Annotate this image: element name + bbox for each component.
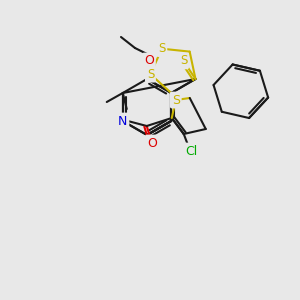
Text: O: O bbox=[144, 55, 154, 68]
Text: S: S bbox=[147, 68, 154, 81]
Text: O: O bbox=[147, 136, 157, 149]
Text: S: S bbox=[158, 42, 166, 55]
Text: N: N bbox=[118, 115, 128, 128]
Text: Cl: Cl bbox=[186, 145, 198, 158]
Text: S: S bbox=[180, 55, 187, 68]
Text: S: S bbox=[172, 94, 180, 106]
